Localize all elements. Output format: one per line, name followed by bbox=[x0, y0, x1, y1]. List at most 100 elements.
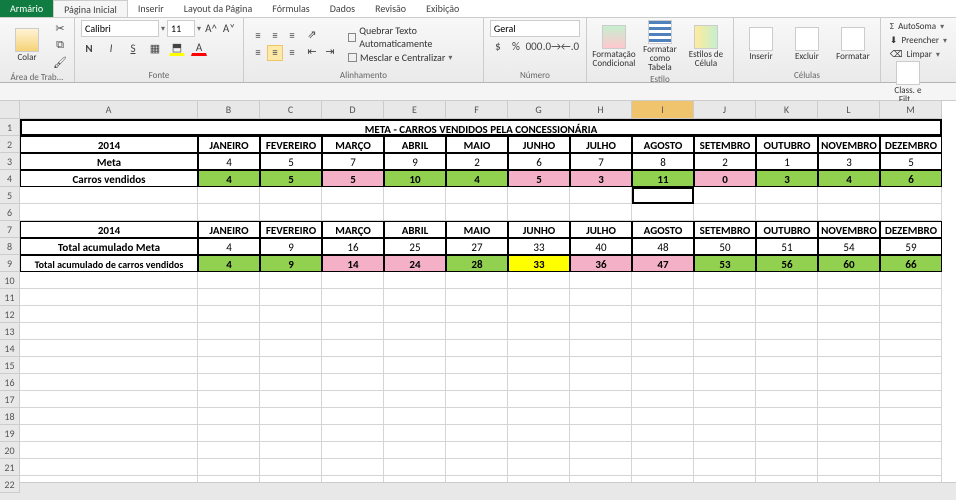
cell[interactable]: JANEIRO bbox=[198, 221, 260, 238]
cell[interactable]: 47 bbox=[632, 255, 694, 272]
cell[interactable] bbox=[632, 340, 694, 357]
cell[interactable] bbox=[198, 289, 260, 306]
cell[interactable] bbox=[694, 306, 756, 323]
cell[interactable] bbox=[384, 442, 446, 459]
cell[interactable]: JULHO bbox=[570, 136, 632, 153]
clear-button[interactable]: ⌫Limpar▾ bbox=[887, 48, 950, 61]
align-top-center-icon[interactable]: ≡ bbox=[267, 28, 283, 44]
cell[interactable]: 2014 bbox=[20, 136, 198, 153]
cell[interactable] bbox=[384, 340, 446, 357]
cell[interactable]: DEZEMBRO bbox=[880, 136, 942, 153]
cell[interactable] bbox=[446, 323, 508, 340]
cell[interactable] bbox=[322, 459, 384, 476]
currency-icon[interactable]: $ bbox=[490, 38, 506, 54]
cell[interactable] bbox=[322, 323, 384, 340]
tab-file[interactable]: Armário bbox=[0, 0, 53, 17]
selected-cell[interactable] bbox=[632, 187, 694, 204]
col-header-A[interactable]: A bbox=[20, 101, 198, 119]
cell[interactable]: AGOSTO bbox=[632, 136, 694, 153]
cell[interactable] bbox=[756, 408, 818, 425]
cell[interactable] bbox=[756, 204, 818, 221]
cell[interactable]: 5 bbox=[880, 153, 942, 170]
cell[interactable] bbox=[198, 408, 260, 425]
cell[interactable]: 54 bbox=[818, 238, 880, 255]
cell[interactable]: OUTUBRO bbox=[756, 221, 818, 238]
col-header-E[interactable]: E bbox=[384, 101, 446, 119]
cell[interactable] bbox=[632, 374, 694, 391]
cell[interactable]: 6 bbox=[880, 170, 942, 187]
row-header-11[interactable]: 11 bbox=[0, 289, 20, 306]
cell[interactable] bbox=[632, 357, 694, 374]
cell[interactable] bbox=[322, 187, 384, 204]
cell[interactable]: 53 bbox=[694, 255, 756, 272]
cell[interactable]: 66 bbox=[880, 255, 942, 272]
cell[interactable] bbox=[260, 391, 322, 408]
cell[interactable] bbox=[694, 476, 756, 482]
cell[interactable] bbox=[570, 408, 632, 425]
row-header-1[interactable]: 1 bbox=[0, 119, 20, 136]
cell[interactable] bbox=[756, 374, 818, 391]
cell[interactable] bbox=[880, 459, 942, 476]
cell[interactable] bbox=[880, 204, 942, 221]
cell[interactable] bbox=[260, 306, 322, 323]
cell[interactable]: FEVEREIRO bbox=[260, 136, 322, 153]
cell[interactable]: 8 bbox=[632, 153, 694, 170]
col-header-B[interactable]: B bbox=[198, 101, 260, 119]
cell[interactable] bbox=[694, 340, 756, 357]
cell[interactable]: 28 bbox=[446, 255, 508, 272]
cell[interactable] bbox=[198, 374, 260, 391]
cell[interactable]: AGOSTO bbox=[632, 221, 694, 238]
indent-dec-icon[interactable]: ⇤ bbox=[304, 44, 320, 60]
tab-home[interactable]: Página Inicial bbox=[53, 0, 128, 17]
wrap-text-button[interactable]: Quebrar Texto Automaticamente bbox=[348, 24, 477, 50]
cell[interactable]: 4 bbox=[198, 238, 260, 255]
cell[interactable] bbox=[446, 374, 508, 391]
format-cells-button[interactable]: Formatar bbox=[832, 27, 874, 61]
cell[interactable] bbox=[694, 408, 756, 425]
cell[interactable] bbox=[508, 306, 570, 323]
cell[interactable]: 3 bbox=[818, 153, 880, 170]
cell[interactable] bbox=[632, 425, 694, 442]
col-header-H[interactable]: H bbox=[570, 101, 632, 119]
cell[interactable] bbox=[322, 272, 384, 289]
cell[interactable]: 9 bbox=[260, 255, 322, 272]
cell[interactable]: Total acumulado Meta bbox=[20, 238, 198, 255]
align-left-icon[interactable]: ≡ bbox=[250, 45, 266, 61]
font-color-icon[interactable]: A bbox=[191, 40, 207, 56]
cell[interactable] bbox=[632, 391, 694, 408]
cell[interactable] bbox=[756, 442, 818, 459]
cell[interactable] bbox=[880, 306, 942, 323]
cell[interactable] bbox=[322, 357, 384, 374]
cell[interactable] bbox=[570, 459, 632, 476]
cell[interactable] bbox=[508, 272, 570, 289]
cell[interactable] bbox=[508, 374, 570, 391]
tab-view[interactable]: Exibição bbox=[416, 0, 469, 17]
percent-icon[interactable]: % bbox=[508, 38, 524, 54]
tab-insert[interactable]: Inserir bbox=[128, 0, 174, 17]
cell[interactable]: SETEMBRO bbox=[694, 221, 756, 238]
cell[interactable] bbox=[756, 391, 818, 408]
cell[interactable] bbox=[570, 272, 632, 289]
cell[interactable]: 51 bbox=[756, 238, 818, 255]
cell[interactable] bbox=[880, 323, 942, 340]
cell[interactable] bbox=[384, 357, 446, 374]
cell[interactable] bbox=[756, 425, 818, 442]
cell[interactable] bbox=[632, 306, 694, 323]
row-header-9[interactable]: 9 bbox=[0, 255, 20, 272]
cell[interactable] bbox=[260, 459, 322, 476]
cell[interactable] bbox=[198, 459, 260, 476]
cell-styles-button[interactable]: Estilos de Célula bbox=[685, 25, 727, 68]
row-header-8[interactable]: 8 bbox=[0, 238, 20, 255]
cell[interactable] bbox=[322, 306, 384, 323]
col-header-J[interactable]: J bbox=[694, 101, 756, 119]
cell[interactable] bbox=[756, 357, 818, 374]
tab-layout[interactable]: Layout da Página bbox=[174, 0, 262, 17]
cell[interactable] bbox=[756, 289, 818, 306]
row-header-15[interactable]: 15 bbox=[0, 357, 20, 374]
cell[interactable] bbox=[260, 425, 322, 442]
cell[interactable] bbox=[322, 408, 384, 425]
row-header-18[interactable]: 18 bbox=[0, 408, 20, 425]
cell[interactable] bbox=[570, 187, 632, 204]
cell[interactable] bbox=[570, 204, 632, 221]
cell[interactable]: 6 bbox=[508, 153, 570, 170]
